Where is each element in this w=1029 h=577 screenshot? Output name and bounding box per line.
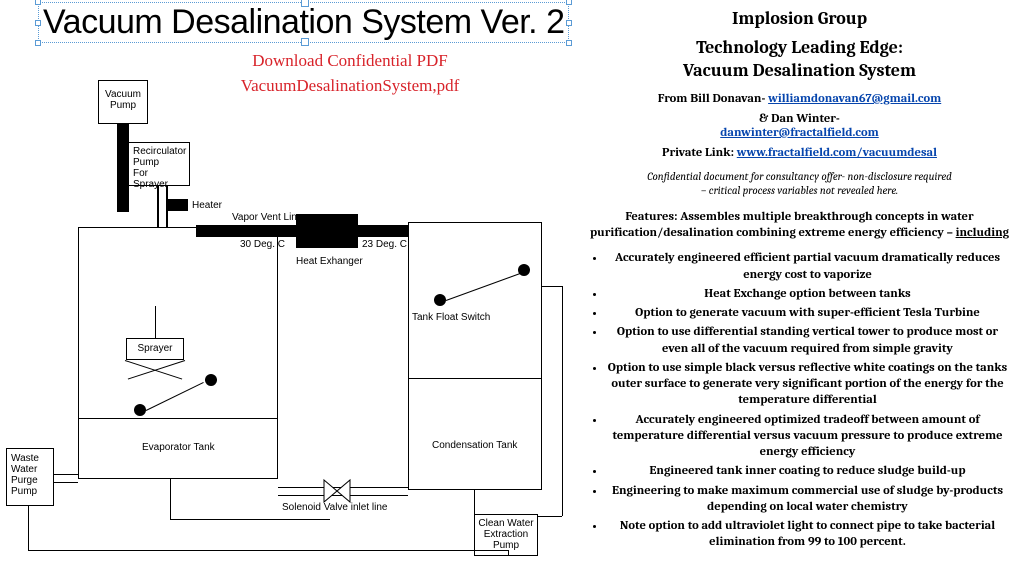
selection-handle[interactable] <box>35 0 41 5</box>
feature-item: Accurately engineered optimized tradeoff… <box>606 412 1015 461</box>
private-link-line: Private Link: www.fractalfield.com/vacuu… <box>584 146 1015 160</box>
waste-pump-label: Waste Water Purge Pump <box>11 453 39 497</box>
heater-to-tank1 <box>166 212 167 227</box>
waste-conn-top <box>54 474 78 475</box>
recirculator-box: Recirculator Pump For Sprayer <box>128 142 190 186</box>
bottom-to-clean <box>508 550 509 556</box>
evap-to-solenoid <box>170 519 330 520</box>
from-prefix: From Bill Donavan- <box>658 92 768 106</box>
email2-link[interactable]: danwinter@fractalfield.com <box>720 126 879 140</box>
vacuum-pump-box: Vacuum Pump <box>98 80 148 124</box>
confidential-note: Confidential document for consultancy of… <box>584 170 1015 199</box>
selection-handle[interactable] <box>566 20 572 26</box>
cond-outlet-down <box>562 286 563 516</box>
condensation-label: Condensation Tank <box>432 440 517 452</box>
diagram-title[interactable]: Vacuum Desalination System Ver. 2 <box>38 2 569 43</box>
selection-handle[interactable] <box>35 20 41 26</box>
heater-block <box>166 199 188 211</box>
feature-item: Option to use differential standing vert… <box>606 324 1015 357</box>
from-line: From Bill Donavan- williamdonavan67@gmai… <box>584 92 1015 106</box>
private-prefix: Private Link: <box>662 146 737 160</box>
headline: Technology Leading Edge: Vacuum Desalina… <box>584 37 1015 82</box>
feature-item: Engineered tank inner coating to reduce … <box>606 463 1015 479</box>
waste-conn-bot <box>54 482 78 483</box>
feature-item: Engineering to make maximum commercial u… <box>606 483 1015 516</box>
schematic-diagram: Vacuum Pump Recirculator Pump For Spraye… <box>0 42 580 577</box>
float-dot <box>518 264 530 276</box>
and-text: & Dan Winter- <box>759 112 840 126</box>
vapor-vent-label: Vapor Vent Line <box>232 212 302 224</box>
private-link[interactable]: www.fractalfield.com/vacuumdesal <box>737 146 937 160</box>
sprayer-box: Sprayer <box>126 338 184 360</box>
cond-drain <box>474 490 475 514</box>
feature-item: Option to use simple black versus reflec… <box>606 360 1015 409</box>
evap-drain1 <box>170 479 171 519</box>
vapor-pipe-left <box>196 225 296 237</box>
selection-handle[interactable] <box>566 0 572 5</box>
heater-label: Heater <box>192 200 222 212</box>
heat-exchanger-block <box>296 214 358 248</box>
feature-item: Accurately engineered efficient partial … <box>606 250 1015 283</box>
waste-down <box>28 506 29 550</box>
recirculator-label: Recirculator Pump For Sprayer <box>133 146 186 190</box>
feature-item: Option to generate vacuum with super-eff… <box>606 305 1015 321</box>
cond-waterline <box>408 378 542 379</box>
feature-item: Note option to add ultraviolet light to … <box>606 518 1015 551</box>
sprayer-feed <box>155 306 156 338</box>
solenoid-label: Solenoid Valve inlet line <box>282 502 387 514</box>
feature-item: Heat Exchange option between tanks <box>606 286 1015 302</box>
temp-right-label: 23 Deg. C <box>362 239 407 251</box>
headline-1: Technology Leading Edge: <box>696 37 903 58</box>
features-intro-a: Features: Assembles multiple breakthroug… <box>590 210 974 241</box>
waste-pump-box: Waste Water Purge Pump <box>6 448 54 506</box>
tank-float-label: Tank Float Switch <box>412 312 490 324</box>
vapor-pipe-right <box>358 225 408 237</box>
features-intro: Features: Assembles multiple breakthroug… <box>584 209 1015 243</box>
features-intro-b: including <box>956 226 1009 240</box>
evaporator-label: Evaporator Tank <box>142 442 215 454</box>
features-list: Accurately engineered efficient partial … <box>606 250 1015 550</box>
cond-outlet-in <box>538 516 562 517</box>
heat-exchanger-label: Heat Exhanger <box>296 256 363 268</box>
float-dot <box>134 404 146 416</box>
vacuum-pump-label: Vacuum Pump <box>105 89 141 111</box>
evap-waterline <box>78 418 278 419</box>
float-dot <box>434 294 446 306</box>
headline-2: Vacuum Desalination System <box>683 60 916 81</box>
bottom-line <box>28 550 508 551</box>
cond-outlet-top <box>542 286 562 287</box>
sprayer-label: Sprayer <box>137 343 172 354</box>
info-panel: Implosion Group Technology Leading Edge:… <box>580 0 1029 577</box>
float-dot <box>205 374 217 386</box>
title-text: Vacuum Desalination System Ver. 2 <box>43 3 564 41</box>
clean-water-pump-label: Clean Water Extraction Pump <box>478 518 533 551</box>
group-title: Implosion Group <box>584 8 1015 29</box>
temp-left-label: 30 Deg. C <box>240 239 285 251</box>
email1-link[interactable]: williamdonavan67@gmail.com <box>768 92 941 106</box>
and-line: & Dan Winter- danwinter@fractalfield.com <box>584 112 1015 140</box>
